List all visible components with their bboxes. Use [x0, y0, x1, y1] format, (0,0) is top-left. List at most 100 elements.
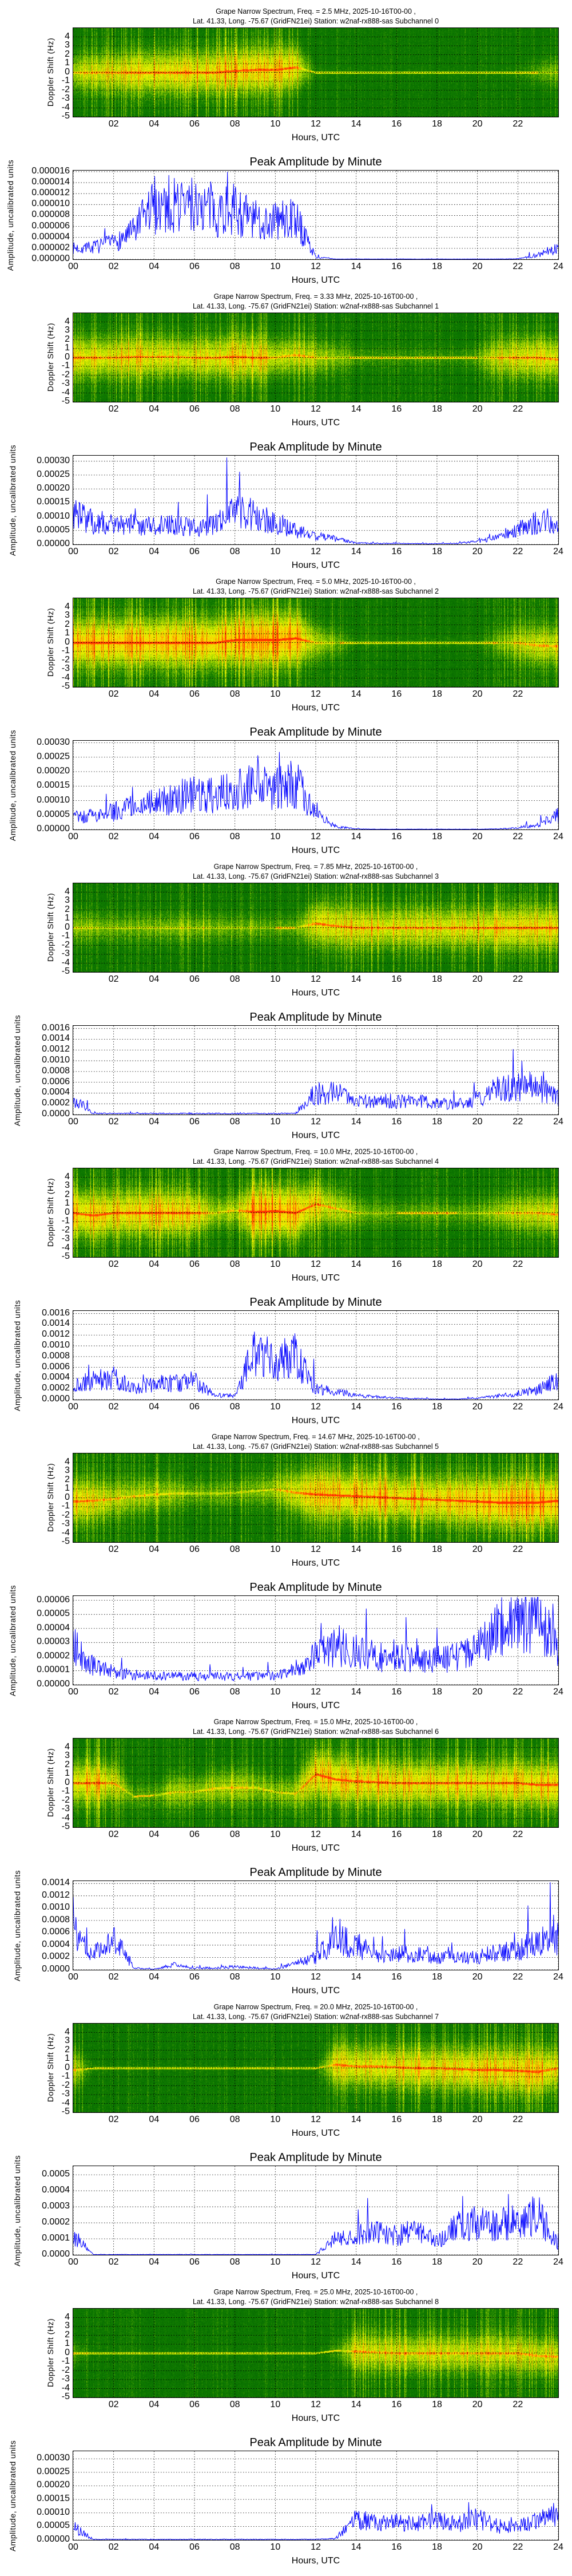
y-tick-label: -5: [61, 681, 70, 691]
x-tick-label: 16: [391, 689, 402, 699]
x-tick-label: 12: [311, 1830, 321, 1839]
x-tick-label: 04: [149, 2257, 160, 2267]
x-tick-label: 06: [189, 404, 200, 414]
y-tick-label: 0.0008: [42, 1914, 70, 1925]
x-tick-label: 06: [189, 974, 200, 984]
y-tick-label: -1: [61, 1216, 70, 1226]
x-tick-label: 04: [149, 404, 160, 414]
y-axis-label: Amplitude, uncalibrated units: [8, 444, 17, 556]
x-axis-label: Hours, UTC: [291, 703, 340, 713]
spectrogram-grid: [73, 313, 558, 402]
x-tick-label: 18: [432, 832, 442, 841]
x-tick-label: 16: [391, 119, 402, 129]
y-axis-label: Doppler Shift (Hz): [46, 1178, 55, 1247]
spectrogram-grid: [73, 28, 558, 117]
x-tick-label: 04: [149, 1830, 160, 1839]
x-tick-label: 20: [472, 2257, 483, 2267]
x-tick-label: 24: [553, 547, 563, 556]
y-tick-label: 0.000016: [31, 165, 70, 176]
amplitude-plot: [73, 455, 559, 545]
spectrogram-plot: [73, 883, 559, 973]
amplitude-plot: [73, 1025, 559, 1115]
amplitude-plot: [73, 2451, 559, 2541]
y-tick-label: -2: [61, 1510, 70, 1520]
x-tick-label: 10: [270, 1972, 281, 1982]
x-tick-label: 18: [432, 1830, 442, 1839]
x-tick-label: 08: [229, 1544, 240, 1554]
x-tick-label: 24: [553, 1687, 563, 1697]
x-tick-label: 08: [229, 1402, 240, 1412]
x-tick-label: 00: [68, 1972, 78, 1982]
x-tick-label: 10: [270, 2542, 281, 2552]
spectrogram-subtitle: Lat. 41.33, Long. -75.67 (GridFN21ei) St…: [192, 302, 439, 310]
x-tick-label: 18: [432, 2400, 442, 2409]
spectrogram-plot: [73, 598, 559, 688]
chart-panel: Grape Narrow Spectrum, Freq. = 10.0 MHz,…: [0, 1140, 572, 1425]
x-tick-label: 18: [432, 2115, 442, 2124]
x-tick-label: 16: [391, 2400, 402, 2409]
x-tick-label: 00: [68, 1402, 78, 1412]
y-tick-label: -4: [61, 1812, 70, 1823]
y-tick-label: 0.0002: [42, 2217, 70, 2227]
x-tick-label: 16: [391, 1687, 402, 1697]
x-axis-label: Hours, UTC: [291, 2556, 340, 2566]
y-tick-label: 0.00005: [37, 524, 70, 535]
x-tick-label: 10: [270, 2115, 281, 2124]
spectrogram-grid: [73, 2309, 558, 2397]
y-tick-label: 0.0008: [42, 1350, 70, 1361]
y-tick-label: -4: [61, 2097, 70, 2108]
y-tick-label: 0.0014: [42, 1878, 70, 1888]
x-tick-label: 08: [229, 1117, 240, 1127]
x-tick-label: 10: [270, 2400, 281, 2409]
spectrogram-title: Grape Narrow Spectrum, Freq. = 15.0 MHz,…: [213, 1718, 418, 1726]
spectrogram-grid: [73, 1453, 558, 1542]
x-tick-label: 20: [472, 1117, 483, 1127]
x-tick-label: 12: [311, 1402, 321, 1412]
amplitude-plot: [73, 1880, 559, 1970]
x-tick-label: 08: [229, 1687, 240, 1697]
x-tick-label: 10: [270, 1117, 281, 1127]
x-tick-label: 02: [108, 1544, 119, 1554]
x-tick-label: 16: [391, 1544, 402, 1554]
x-tick-label: 12: [311, 1117, 321, 1127]
x-tick-label: 16: [391, 2257, 402, 2267]
x-tick-label: 20: [472, 1830, 483, 1839]
x-tick-label: 12: [311, 1687, 321, 1697]
y-tick-label: -3: [61, 663, 70, 673]
x-tick-label: 18: [432, 1402, 442, 1412]
spectrogram-subtitle: Lat. 41.33, Long. -75.67 (GridFN21ei) St…: [192, 1157, 439, 1165]
spectrogram-plot: [73, 1738, 559, 1828]
y-tick-label: 0.0002: [42, 1951, 70, 1962]
x-tick-label: 14: [351, 262, 362, 271]
y-tick-label: 0.00000: [37, 2534, 70, 2544]
x-tick-label: 14: [351, 1402, 362, 1412]
x-tick-label: 08: [229, 404, 240, 414]
y-tick-label: -4: [61, 957, 70, 967]
x-tick-label: 18: [432, 262, 442, 271]
x-tick-label: 20: [472, 1687, 483, 1697]
x-tick-label: 06: [189, 2400, 200, 2409]
y-tick-label: 0.0004: [42, 1087, 70, 1097]
x-axis-label: Hours, UTC: [291, 2413, 340, 2423]
x-tick-label: 24: [553, 1117, 563, 1127]
x-tick-label: 20: [472, 2115, 483, 2124]
spectrogram-grid: [73, 1168, 558, 1257]
chart-panel: Grape Narrow Spectrum, Freq. = 15.0 MHz,…: [0, 1710, 572, 1996]
y-tick-label: 4: [65, 601, 70, 611]
x-tick-label: 06: [189, 262, 200, 271]
x-tick-label: 04: [149, 262, 160, 271]
x-tick-label: 04: [149, 1117, 160, 1127]
amplitude-series-line: [73, 1332, 558, 1400]
y-axis-label: Doppler Shift (Hz): [46, 607, 55, 677]
x-tick-label: 20: [472, 1259, 483, 1269]
y-tick-label: 0.0002: [42, 1098, 70, 1108]
amplitude-series-line: [73, 1882, 558, 1970]
x-tick-label: 08: [229, 2115, 240, 2124]
y-tick-label: -3: [61, 93, 70, 103]
spectrogram-title: Grape Narrow Spectrum, Freq. = 10.0 MHz,…: [213, 1148, 418, 1156]
y-tick-label: 4: [65, 1171, 70, 1182]
amplitude-series-line: [73, 752, 558, 829]
y-tick-label: 0.00001: [37, 1665, 70, 1675]
x-tick-label: 16: [391, 1972, 402, 1982]
x-tick-label: 22: [513, 119, 523, 129]
